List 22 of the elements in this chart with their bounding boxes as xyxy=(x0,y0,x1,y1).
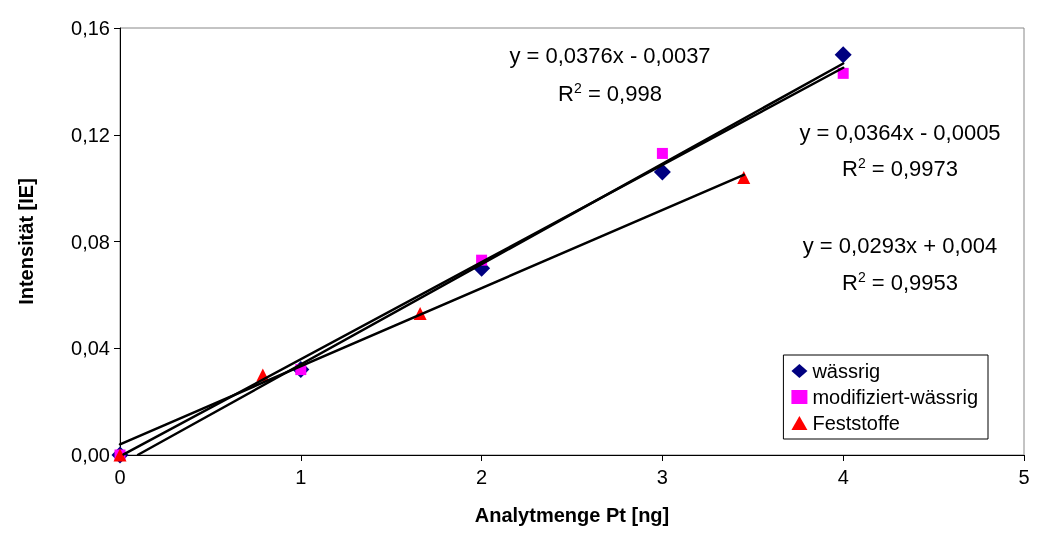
y-tick-label: 0,04 xyxy=(71,337,110,360)
legend-label: Feststoffe xyxy=(812,412,900,434)
annotation: y = 0,0376x - 0,0037 xyxy=(509,42,711,68)
x-tick-label: 3 xyxy=(656,466,668,488)
y-tick-label: 0,00 xyxy=(71,444,110,466)
x-tick-label: 1 xyxy=(295,466,307,488)
x-tick-label: 4 xyxy=(837,466,849,488)
point xyxy=(653,163,671,181)
x-tick-label: 5 xyxy=(1018,466,1030,488)
y-tick-label: 0,08 xyxy=(71,230,110,253)
x-tick-label: 0 xyxy=(114,466,126,488)
x-axis-title: Analytmenge Pt [ng] xyxy=(474,504,670,526)
y-tick-label: 0,12 xyxy=(71,123,110,146)
y-tick-label: 0,16 xyxy=(71,17,110,39)
x-tick-label: 2 xyxy=(476,466,488,488)
legend-label: modifiziert-wässrig xyxy=(812,386,979,408)
point xyxy=(834,46,852,64)
annotation: y = 0,0364x - 0,0005 xyxy=(799,119,1001,145)
point xyxy=(656,147,668,159)
y-axis-title: Intensität [IE] xyxy=(15,178,37,305)
annotation: y = 0,0293x + 0,004 xyxy=(802,232,998,258)
legend-label: wässrig xyxy=(811,360,881,382)
